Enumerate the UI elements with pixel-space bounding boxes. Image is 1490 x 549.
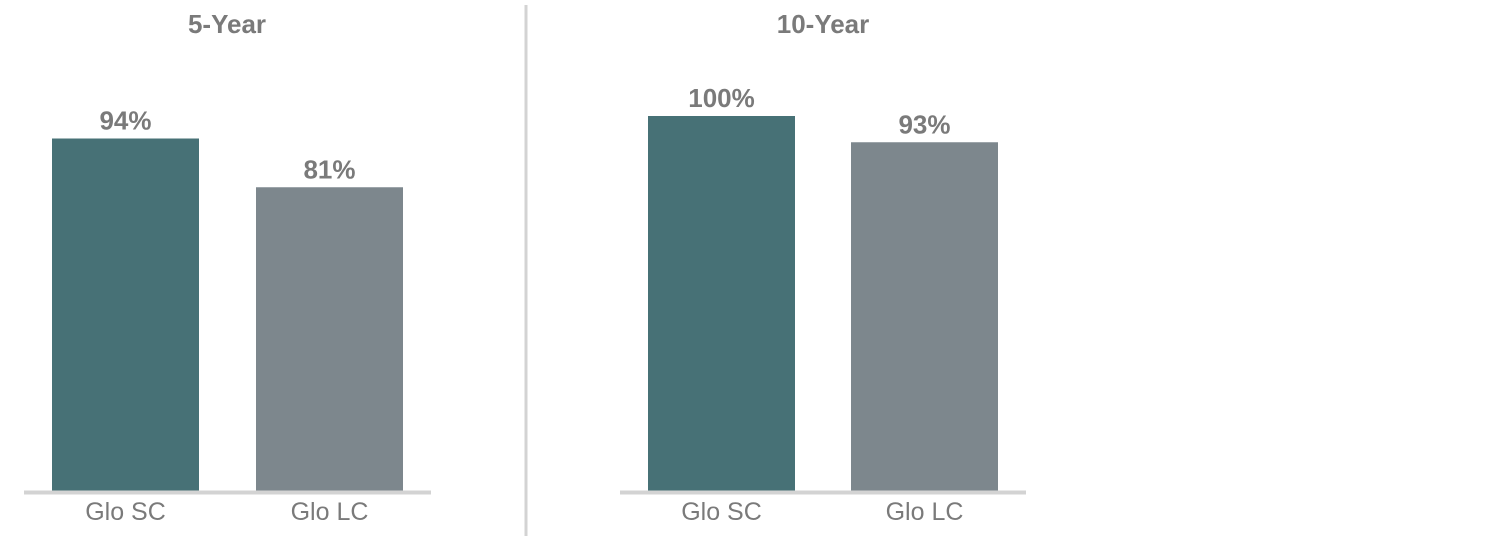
chart-0-tick-label-glo-sc: Glo SC — [85, 498, 166, 526]
chart-0-tick-label-glo-lc: Glo LC — [291, 498, 369, 526]
chart-0-bar-glo-lc — [256, 187, 403, 491]
chart-1-tick-label-glo-lc: Glo LC — [886, 498, 964, 526]
chart-1-tick-label-glo-sc: Glo SC — [681, 498, 762, 526]
chart-0-data-label-glo-lc: 81% — [303, 154, 355, 184]
chart-1-data-label-glo-lc: 93% — [898, 109, 950, 139]
chart-1-bar-glo-sc — [648, 116, 795, 491]
chart-0-bar-glo-sc — [52, 138, 199, 491]
chart-0-data-label-glo-sc: 94% — [99, 106, 151, 136]
chart-1-data-label-glo-sc: 100% — [688, 83, 755, 113]
chart-panel-10-year: 10-Year 100% Glo SC 93% Glo LC — [620, 9, 1026, 526]
chart-1-bar-glo-lc — [851, 142, 998, 491]
chart-panel-5-year: 5-Year 94% Glo SC 81% Glo LC — [24, 9, 431, 526]
chart-0-title: 5-Year — [188, 9, 266, 39]
chart-1-title: 10-Year — [777, 9, 870, 39]
